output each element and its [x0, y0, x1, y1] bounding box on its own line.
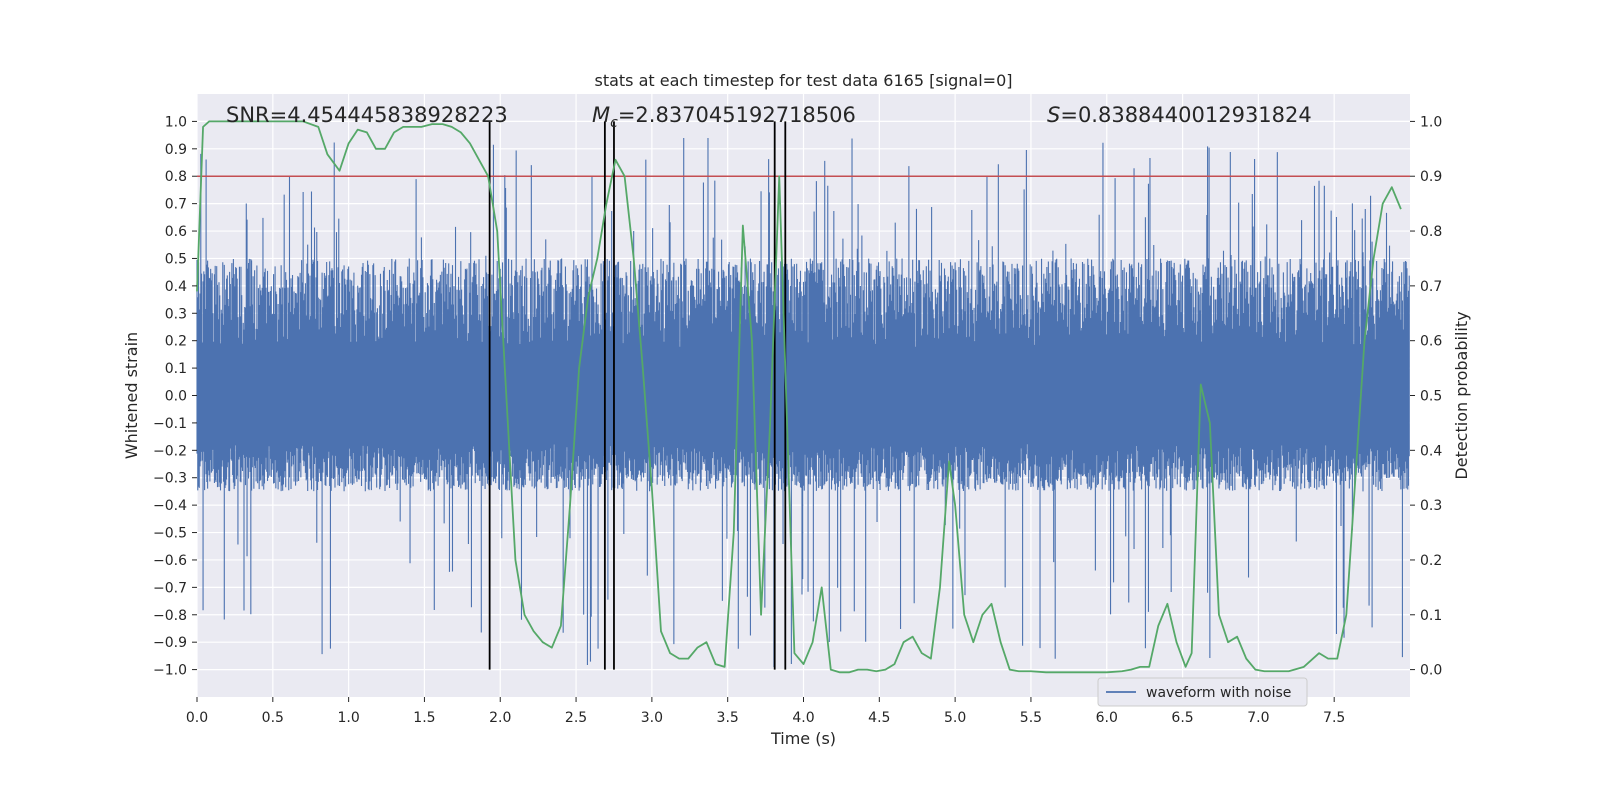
- chirp-mass-annotation: Mc=2.837045192718506: [592, 103, 856, 131]
- x-tick-label: 5.0: [944, 710, 966, 726]
- waveform-series: [196, 137, 1410, 668]
- mc-symbol: M: [592, 103, 610, 127]
- y-left-tick-label: 0.2: [165, 334, 187, 350]
- y-left-tick-label: −0.2: [153, 443, 187, 459]
- y-left-tick-label: 1.0: [165, 114, 187, 130]
- axes: 0.0 0.5 1.0 1.5 2.0 2.5 3.0 3.5 4.0 4.5 5.0 5.5 6.0 6…: [153, 114, 1442, 726]
- x-tick-label: 6.5: [1171, 710, 1193, 726]
- s-annotation: S=0.8388440012931824: [1047, 103, 1312, 127]
- y-right-tick-label: 0.8: [1420, 224, 1442, 240]
- y-left-tick-label: −0.6: [153, 553, 187, 569]
- detection-probability-line: [196, 120, 1402, 674]
- x-tick-label: 7.0: [1247, 710, 1269, 726]
- y-right-tick-label: 0.6: [1420, 334, 1442, 350]
- y-left-tick-label: −0.8: [153, 608, 187, 624]
- y-right-tick-label: 0.0: [1420, 663, 1442, 679]
- y-left-tick-label: 0.9: [165, 142, 187, 158]
- x-tick-label: 6.0: [1096, 710, 1118, 726]
- y-left-tick-label: 0.0: [165, 389, 187, 405]
- legend: waveform with noise: [1097, 677, 1308, 707]
- y-left-tick-label: 0.1: [165, 361, 187, 377]
- x-tick-label: 4.0: [792, 710, 814, 726]
- y-right-tick-label: 0.2: [1420, 553, 1442, 569]
- y-left-tick-label: 0.6: [165, 224, 187, 240]
- y-right-tick-label: 0.5: [1420, 389, 1442, 405]
- x-tick-label: 3.5: [717, 710, 739, 726]
- y-left-tick-label: −0.3: [153, 471, 187, 487]
- y-left-tick-label: −0.1: [153, 416, 187, 432]
- y-left-tick-label: 0.3: [165, 306, 187, 322]
- y-left-tick-label: −0.7: [153, 580, 187, 596]
- x-tick-label: 0.5: [262, 710, 284, 726]
- x-tick-label: 4.5: [868, 710, 890, 726]
- y-left-tick-label: 0.7: [165, 197, 187, 213]
- legend-box: [1097, 677, 1308, 707]
- x-tick-label: 5.5: [1020, 710, 1042, 726]
- y-right-tick-label: 0.7: [1420, 279, 1442, 295]
- y-right-tick-label: 1.0: [1420, 114, 1442, 130]
- x-tick-label: 1.5: [413, 710, 435, 726]
- y-left-tick-label: −0.4: [153, 498, 187, 514]
- legend-entry-waveform: waveform with noise: [1146, 685, 1291, 701]
- s-value: =0.8388440012931824: [1060, 103, 1311, 127]
- y-left-tick-label: −0.5: [153, 526, 187, 542]
- x-tick-label: 2.5: [565, 710, 587, 726]
- x-tick-label: 7.5: [1323, 710, 1345, 726]
- x-tick-label: 3.0: [641, 710, 663, 726]
- chart-title: stats at each timestep for test data 616…: [594, 71, 1012, 90]
- y-left-tick-label: −1.0: [153, 663, 187, 679]
- y-right-tick-label: 0.1: [1420, 608, 1442, 624]
- mc-value: =2.837045192718506: [618, 103, 856, 127]
- snr-annotation: SNR=4.454445838928223: [226, 103, 508, 127]
- y-left-tick-label: 0.4: [165, 279, 187, 295]
- mc-subscript: c: [610, 115, 618, 131]
- waveform-line: [196, 137, 1410, 668]
- y-right-tick-label: 0.3: [1420, 498, 1442, 514]
- y-axis-label-right: Detection probability: [1452, 311, 1471, 479]
- y-right-tick-label: 0.9: [1420, 169, 1442, 185]
- y-left-tick-label: 0.5: [165, 251, 187, 267]
- x-tick-label: 0.0: [186, 710, 208, 726]
- y-left-tick-label: −0.9: [153, 635, 187, 651]
- x-axis-label: Time (s): [770, 729, 836, 748]
- y-left-tick-label: 0.8: [165, 169, 187, 185]
- x-tick-label: 1.0: [337, 710, 359, 726]
- s-symbol: S: [1047, 103, 1060, 127]
- y-right-tick-label: 0.4: [1420, 443, 1442, 459]
- x-tick-label: 2.0: [489, 710, 511, 726]
- y-axis-label-left: Whitened strain: [122, 332, 141, 459]
